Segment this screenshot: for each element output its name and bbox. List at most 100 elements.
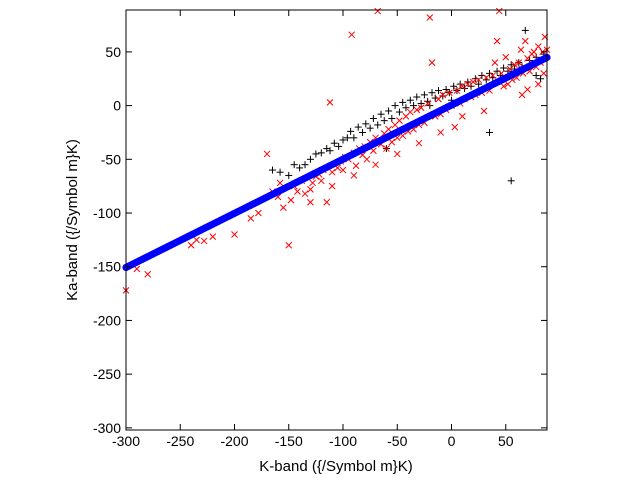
data-point-plus — [312, 150, 320, 158]
data-point-plus — [301, 161, 309, 169]
x-stroke-b — [513, 74, 520, 82]
data-point-x — [415, 139, 423, 147]
data-point-x — [521, 37, 529, 45]
x-stroke-b — [247, 215, 255, 222]
x-stroke-b — [307, 186, 314, 193]
x-stroke-b — [383, 145, 390, 152]
x-stroke-b — [410, 125, 417, 133]
data-point-x — [374, 7, 382, 15]
data-point-x — [285, 241, 293, 249]
data-point-plus — [450, 82, 458, 90]
data-point-plus — [442, 85, 450, 93]
data-point-x — [524, 86, 531, 93]
data-point-x — [482, 74, 490, 82]
x-stroke-b — [521, 37, 529, 45]
data-point-x — [350, 172, 358, 179]
x-stroke-b — [263, 150, 271, 158]
x-stroke-b — [426, 14, 434, 21]
data-point-x — [383, 145, 390, 152]
x-stroke-b — [489, 72, 497, 79]
data-point-x — [326, 99, 334, 106]
data-point-x — [469, 78, 477, 86]
data-point-x — [500, 82, 507, 90]
x-tick-label: 0 — [448, 433, 456, 449]
data-point-x — [294, 188, 301, 195]
data-point-x — [363, 155, 371, 163]
y-axis-label: Ka-band ({/Symbol m}K) — [64, 139, 81, 301]
x-stroke-b — [413, 106, 421, 114]
x-stroke-b — [428, 59, 436, 66]
data-point-x — [307, 186, 314, 193]
data-point-x — [534, 43, 542, 50]
data-point-x — [287, 196, 295, 204]
x-stroke-b — [482, 74, 490, 82]
axes: -300 -250 -200 -150 -100 -50 0 50 -300 -250 -200 -1… — [93, 9, 548, 449]
data-point-x — [309, 179, 316, 187]
data-point-plus — [347, 127, 355, 135]
x-stroke-b — [393, 150, 401, 158]
x-stroke-b — [524, 86, 531, 93]
data-point-plus — [413, 93, 421, 101]
data-point-x — [301, 190, 309, 198]
data-point-plus — [362, 120, 370, 128]
data-point-plus — [377, 110, 385, 118]
x-axis-label: K-band ({/Symbol m}K) — [259, 458, 412, 475]
data-point-plus — [410, 102, 418, 110]
data-point-plus — [326, 147, 334, 155]
x-tick-label: -150 — [275, 433, 303, 449]
data-point-plus — [296, 164, 304, 172]
data-point-x — [491, 59, 499, 66]
x-stroke-b — [534, 43, 542, 50]
data-point-x — [439, 91, 447, 99]
data-point-x — [193, 236, 200, 244]
x-stroke-b — [399, 132, 407, 140]
data-point-x — [352, 162, 360, 170]
data-point-plus — [339, 136, 347, 144]
data-point-plus — [434, 87, 442, 95]
data-point-plus — [276, 168, 284, 176]
data-point-x — [493, 37, 501, 45]
data-point-x — [187, 241, 195, 249]
plot-frame — [125, 9, 548, 431]
data-point-x — [276, 179, 284, 187]
data-point-x — [339, 166, 347, 174]
data-point-x — [459, 82, 466, 90]
x-stroke-b — [518, 91, 526, 99]
x-stroke-b — [317, 177, 325, 185]
x-stroke-b — [491, 59, 499, 66]
x-stroke-b — [276, 179, 284, 187]
data-point-plus — [485, 69, 493, 77]
x-tick-label: -100 — [329, 433, 357, 449]
data-point-x — [209, 233, 217, 241]
x-stroke-b — [374, 7, 382, 15]
data-point-plus — [268, 166, 276, 174]
data-point-x — [475, 76, 482, 84]
x-stroke-b — [511, 61, 518, 69]
x-stroke-b — [326, 99, 334, 106]
series-black-plus — [268, 26, 551, 185]
x-stroke-b — [352, 162, 360, 170]
x-stroke-b — [287, 196, 295, 204]
data-point-plus — [475, 80, 483, 88]
x-stroke-b — [209, 233, 217, 241]
x-tick-label: 50 — [498, 433, 514, 449]
x-stroke-b — [193, 236, 200, 244]
data-point-plus — [420, 91, 428, 99]
data-point-plus — [350, 134, 358, 142]
data-point-x — [396, 117, 403, 124]
x-stroke-b — [274, 193, 282, 201]
data-point-plus — [536, 75, 544, 83]
data-point-x — [428, 59, 436, 66]
series-red-x — [122, 7, 551, 294]
data-point-x — [480, 107, 488, 115]
x-stroke-b — [508, 76, 516, 84]
data-point-x — [495, 7, 503, 15]
x-stroke-b — [475, 76, 482, 84]
x-stroke-b — [187, 241, 195, 249]
data-point-plus — [306, 155, 314, 163]
x-stroke-b — [534, 80, 542, 88]
data-point-x — [413, 106, 421, 114]
x-stroke-b — [540, 70, 548, 77]
data-point-x — [451, 123, 459, 131]
